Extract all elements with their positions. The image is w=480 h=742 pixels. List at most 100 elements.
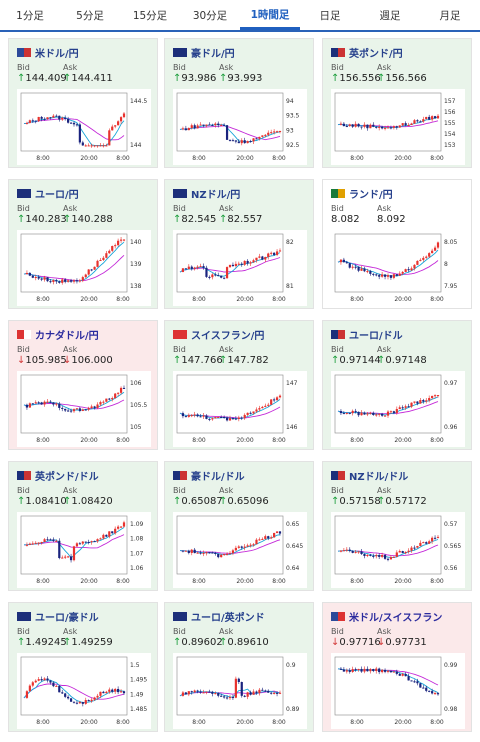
rate-card[interactable]: 米ドル/円 Bid Ask ↑144.409 ↑144.411 144.5 144…	[8, 38, 158, 168]
ask-arrow-icon: ↑	[219, 637, 228, 648]
mini-candlestick-chart[interactable]: 0.99 0.98 8:00 20:00 8:00	[331, 653, 465, 729]
candle-body	[422, 687, 425, 689]
currency-pair-name[interactable]: 英ポンド/ドル	[35, 471, 99, 483]
rate-card[interactable]: NZドル/ドル Bid Ask ↑0.57158 ↑0.57172 0.57 0.…	[322, 461, 472, 591]
candle-body	[366, 271, 369, 273]
mini-candlestick-chart[interactable]: 0.65 0.645 0.64 8:00 20:00 8:00	[173, 512, 307, 588]
mini-candlestick-chart[interactable]: 0.57 0.565 0.56 8:00 20:00 8:00	[331, 512, 465, 588]
candle-body	[114, 688, 117, 692]
candle-body	[270, 252, 273, 254]
x-tick-label: 8:00	[350, 296, 364, 303]
tab-0[interactable]: 1分足	[16, 10, 44, 22]
x-tick-label: 8:00	[350, 578, 364, 585]
candle-body	[214, 552, 217, 554]
candle-body	[81, 142, 84, 146]
tab-1[interactable]: 5分足	[76, 10, 104, 22]
candle-body	[425, 400, 428, 402]
currency-pair-name[interactable]: NZドル/ドル	[349, 471, 409, 483]
plot-frame	[176, 233, 284, 293]
currency-pair-name[interactable]: ユーロ/豪ドル	[35, 612, 99, 624]
ask-value: ↑1.08420	[63, 496, 113, 507]
currency-pair-name[interactable]: ユーロ/円	[35, 189, 79, 201]
candle-body	[55, 403, 58, 405]
tab-3[interactable]: 30分足	[192, 10, 228, 22]
y-tick-label: 93	[286, 127, 294, 134]
mini-candlestick-chart[interactable]: 140 139 138 8:00 20:00 8:00	[17, 230, 151, 306]
y-tick-label: 8.05	[444, 239, 458, 246]
currency-pair-name[interactable]: スイスフラン/円	[191, 330, 265, 342]
card-title: ユーロ/円	[17, 186, 79, 201]
candle-body	[208, 691, 211, 693]
candle-body	[58, 281, 61, 283]
card-title: 英ポンド/円	[331, 45, 403, 60]
x-tick-label: 20:00	[236, 296, 253, 303]
candle-body	[261, 135, 264, 137]
y-tick-label: 0.64	[286, 565, 300, 572]
candle-body	[240, 140, 243, 144]
currency-pair-name[interactable]: NZドル/円	[191, 189, 241, 201]
candle-body	[401, 123, 404, 126]
mini-candlestick-chart[interactable]: 1.09 1.08 1.07 1.06 8:00 20:00 8:00	[17, 512, 151, 588]
candle-body	[410, 680, 413, 682]
candle-body	[419, 542, 422, 547]
candle-body	[425, 687, 428, 691]
currency-pair-name[interactable]: ユーロ/英ポンド	[191, 612, 265, 624]
mini-candlestick-chart[interactable]: 0.9 0.89 8:00 20:00 8:00	[173, 653, 307, 729]
candle-body	[273, 692, 276, 694]
candle-body	[31, 120, 34, 122]
ask-label: Ask	[219, 627, 234, 636]
mini-candlestick-chart[interactable]: 0.97 0.96 8:00 20:00 8:00	[331, 371, 465, 447]
candle-body	[81, 409, 84, 411]
candle-body	[240, 682, 243, 696]
currency-pair-name[interactable]: 米ドル/スイスフラン	[349, 612, 443, 624]
candle-body	[43, 678, 46, 681]
mini-candlestick-chart[interactable]: 144.5 144 8:00 20:00 8:00	[17, 89, 151, 165]
candle-body	[225, 267, 229, 279]
currency-pair-name[interactable]: 豪ドル/ドル	[191, 471, 245, 483]
rate-card[interactable]: NZドル/円 Bid Ask ↑82.545 ↑82.557 82 81 8:00 2…	[164, 179, 314, 309]
rate-card[interactable]: ユーロ/英ポンド Bid Ask ↑0.89602 ↑0.89610 0.9 0.…	[164, 602, 314, 732]
mini-candlestick-chart[interactable]: 106 105.5 105 8:00 20:00 8:00	[17, 371, 151, 447]
currency-pair-name[interactable]: 米ドル/円	[35, 48, 79, 60]
rate-card[interactable]: ユーロ/ドル Bid Ask ↑0.97144 ↑0.97148 0.97 0.9…	[322, 320, 472, 450]
mini-candlestick-chart[interactable]: 8.05 8 7.95 8:00 20:00 8:00	[331, 230, 465, 306]
tab-4[interactable]: 1時間足	[240, 0, 300, 30]
currency-pair-name[interactable]: ランド/円	[349, 189, 393, 201]
bid-label: Bid	[331, 486, 344, 495]
flag-icon	[173, 47, 187, 57]
candle-body	[102, 145, 105, 147]
rate-card[interactable]: ランド/円 Bid Ask 8.082 8.092 8.05 8 7.95 8:00 2…	[322, 179, 472, 309]
mini-candlestick-chart[interactable]: 147 146 8:00 20:00 8:00	[173, 371, 307, 447]
x-tick-label: 20:00	[80, 719, 97, 726]
tab-2[interactable]: 15分足	[132, 10, 168, 22]
candle-body	[181, 550, 185, 552]
mini-candlestick-chart[interactable]: 1.5 1.495 1.49 1.485 8:00 20:00 8:00	[17, 653, 151, 729]
currency-pair-name[interactable]: ユーロ/ドル	[349, 330, 403, 342]
candle-body	[223, 553, 226, 555]
currency-pair-name[interactable]: 豪ドル/円	[191, 48, 235, 60]
tab-5[interactable]: 日足	[319, 10, 341, 22]
rate-card[interactable]: 豪ドル/ドル Bid Ask ↑0.65087 ↑0.65096 0.65 0.6…	[164, 461, 314, 591]
rate-card[interactable]: 英ポンド/円 Bid Ask ↑156.556 ↑156.566 157 156 1…	[322, 38, 472, 168]
candle-body	[90, 269, 93, 271]
rate-card[interactable]: 米ドル/スイスフラン Bid Ask ↓0.97716 ↓0.97731 0.9…	[322, 602, 472, 732]
currency-pair-name[interactable]: カナダドル/円	[35, 330, 99, 342]
rate-card[interactable]: 豪ドル/円 Bid Ask ↑93.986 ↑93.993 94 93.5 93 92…	[164, 38, 314, 168]
x-tick-label: 8:00	[430, 155, 444, 162]
mini-candlestick-chart[interactable]: 82 81 8:00 20:00 8:00	[173, 230, 307, 306]
bid-arrow-icon: ↑	[173, 73, 182, 84]
rate-card[interactable]: ユーロ/円 Bid Ask ↑140.283 ↑140.288 140 139 13…	[8, 179, 158, 309]
candle-body	[187, 691, 190, 695]
rate-card[interactable]: ユーロ/豪ドル Bid Ask ↑1.49245 ↑1.49259 1.5 1.4…	[8, 602, 158, 732]
tab-6[interactable]: 週足	[379, 10, 401, 22]
rate-card[interactable]: カナダドル/円 Bid Ask ↓105.985 ↓106.000 106 105…	[8, 320, 158, 450]
currency-pair-name[interactable]: 英ポンド/円	[349, 48, 403, 60]
rate-card[interactable]: 英ポンド/ドル Bid Ask ↑1.08410 ↑1.08420 1.09 1.…	[8, 461, 158, 591]
tab-7[interactable]: 月足	[439, 10, 461, 22]
mini-candlestick-chart[interactable]: 94 93.5 93 92.5 8:00 20:00 8:00	[173, 89, 307, 165]
rate-card[interactable]: スイスフラン/円 Bid Ask ↑147.766 ↑147.782 147 14…	[164, 320, 314, 450]
x-tick-label: 20:00	[394, 719, 411, 726]
candle-body	[433, 395, 437, 397]
mini-candlestick-chart[interactable]: 157 156 155 154 153 8:00 20:00 8:00	[331, 89, 465, 165]
candle-body	[231, 418, 235, 420]
